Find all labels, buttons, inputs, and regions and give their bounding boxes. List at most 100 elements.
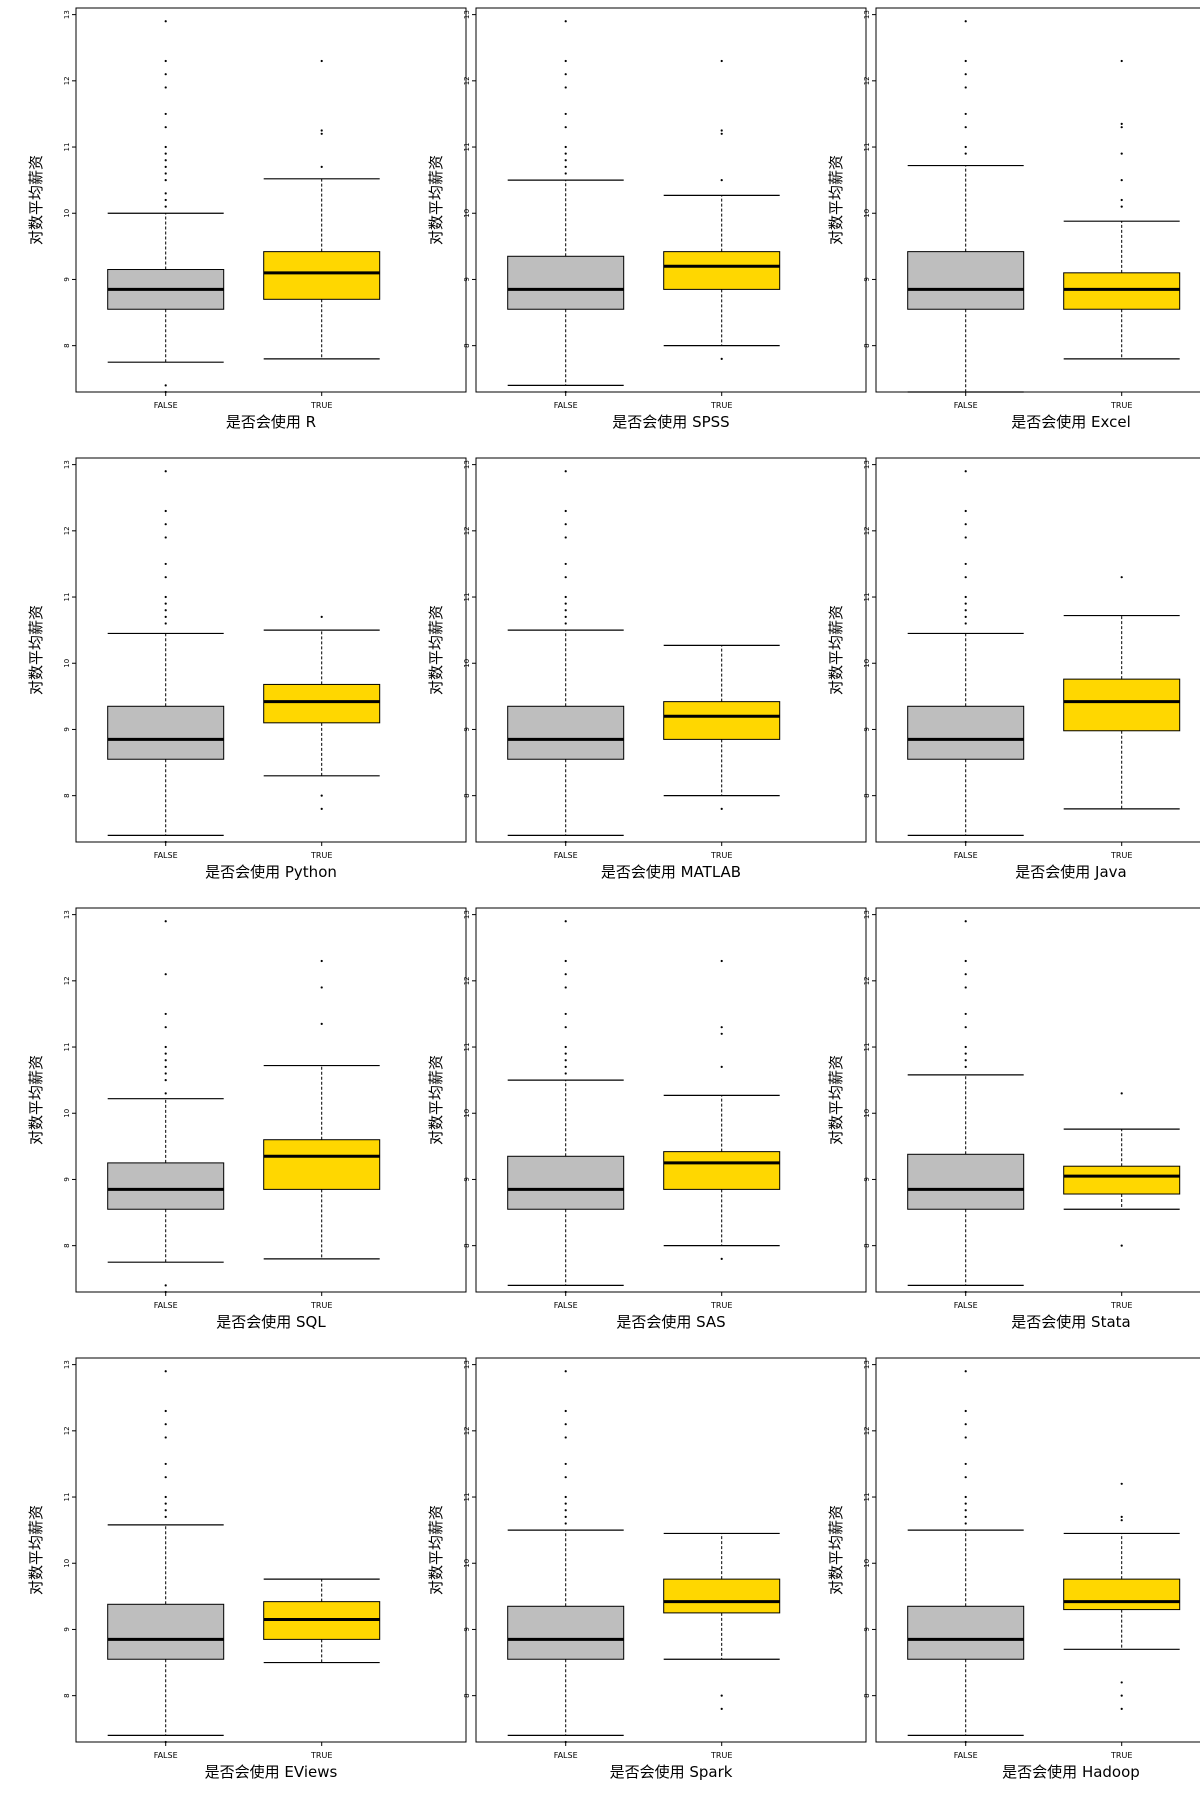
- boxplot-panel-1: 8 9 10 11 12 13 对数平均薪资 FALSE TRUE 是否会使用 R: [27, 7, 467, 431]
- x-axis-label: 是否会使用 MATLAB: [601, 863, 741, 881]
- plot-frame: [875, 457, 1200, 843]
- y-tick-label: 11: [463, 1043, 471, 1052]
- y-tick-label: 9: [463, 1627, 471, 1631]
- y-axis-label: 对数平均薪资: [427, 1505, 445, 1595]
- iqr-box: [507, 1155, 625, 1210]
- outlier-point: [164, 1045, 167, 1049]
- plot-frame: [875, 1357, 1200, 1743]
- outlier-point: [1120, 576, 1123, 579]
- outlier-point: [1120, 1244, 1123, 1247]
- iqr-box: [263, 683, 381, 724]
- y-tick-label: 10: [863, 1109, 871, 1118]
- outlier-point: [564, 1423, 567, 1426]
- outlier-point: [164, 1052, 167, 1055]
- y-tick-label: 12: [463, 526, 471, 535]
- outlier-point: [964, 986, 967, 989]
- outlier-point: [720, 1694, 723, 1697]
- y-axis-label: 对数平均薪资: [27, 1505, 45, 1595]
- outlier-point: [564, 1072, 567, 1075]
- outlier-point: [164, 145, 167, 149]
- boxplot-panel-2: 8 9 10 11 12 13 对数平均薪资 FALSE TRUE 是否会使用 SPSS: [427, 7, 867, 431]
- x-axis-label: 是否会使用 Java: [1015, 863, 1126, 881]
- y-tick-label: 10: [863, 209, 871, 218]
- outlier-point: [964, 1052, 967, 1055]
- outlier-point: [1120, 1482, 1123, 1485]
- outlier-point: [564, 1436, 567, 1439]
- iqr-box: [507, 705, 625, 760]
- outlier-point: [964, 959, 967, 963]
- outlier-point: [720, 59, 723, 63]
- outlier-point: [964, 576, 967, 579]
- outlier-point: [164, 602, 167, 605]
- outlier-point: [320, 807, 323, 810]
- outlier-point: [164, 1409, 167, 1413]
- outlier-point: [164, 172, 167, 175]
- outlier-point: [164, 1436, 167, 1439]
- outlier-point: [964, 1522, 967, 1525]
- plot-frame: [875, 7, 1200, 393]
- outlier-point: [564, 1045, 567, 1049]
- outlier-point: [720, 1257, 723, 1260]
- outlier-point: [320, 794, 323, 797]
- outlier-point: [964, 470, 967, 473]
- outlier-point: [964, 595, 967, 599]
- box-false: [907, 470, 1025, 844]
- outlier-point: [964, 1026, 967, 1029]
- box-true: [1063, 1482, 1181, 1710]
- box-true: [663, 59, 781, 360]
- x-tick-label: TRUE: [310, 1301, 332, 1310]
- iqr-box: [663, 701, 781, 740]
- iqr-box: [907, 1153, 1025, 1210]
- outlier-point: [720, 1026, 723, 1029]
- outlier-point: [1120, 126, 1123, 129]
- outlier-point: [564, 986, 567, 989]
- y-tick-label: 9: [463, 1177, 471, 1181]
- outlier-point: [564, 536, 567, 539]
- outlier-point: [320, 1022, 323, 1025]
- outlier-point: [964, 523, 967, 526]
- outlier-point: [1120, 179, 1123, 182]
- y-axis-label: 对数平均薪资: [27, 1055, 45, 1145]
- outlier-point: [164, 609, 167, 612]
- outlier-point: [964, 1462, 967, 1466]
- iqr-box: [907, 1605, 1025, 1660]
- box-true: [1063, 59, 1181, 360]
- y-tick-label: 10: [463, 1559, 471, 1568]
- outlier-point: [164, 59, 167, 63]
- box-false: [907, 920, 1025, 1294]
- y-tick-label: 11: [863, 1043, 871, 1052]
- outlier-point: [1120, 152, 1123, 155]
- iqr-box: [1063, 1578, 1181, 1611]
- outlier-point: [964, 1059, 967, 1062]
- outlier-point: [564, 112, 567, 116]
- outlier-point: [964, 973, 967, 976]
- y-tick-label: 9: [863, 727, 871, 731]
- y-tick-label: 8: [63, 1693, 71, 1697]
- outlier-point: [964, 920, 967, 923]
- y-tick-label: 11: [863, 593, 871, 602]
- iqr-box: [507, 1605, 625, 1660]
- y-tick-label: 11: [463, 593, 471, 602]
- outlier-point: [964, 1409, 967, 1413]
- outlier-point: [164, 126, 167, 129]
- outlier-point: [564, 73, 567, 76]
- outlier-point: [564, 172, 567, 175]
- outlier-point: [564, 1026, 567, 1029]
- y-tick-label: 13: [63, 460, 71, 469]
- y-tick-label: 13: [463, 460, 471, 469]
- x-axis-label: 是否会使用 SQL: [216, 1313, 326, 1331]
- outlier-point: [564, 562, 567, 566]
- y-tick-label: 9: [463, 277, 471, 281]
- y-axis-label: 对数平均薪资: [827, 155, 845, 245]
- y-tick-label: 8: [63, 1243, 71, 1247]
- y-axis-label: 对数平均薪资: [27, 605, 45, 695]
- outlier-point: [720, 1707, 723, 1710]
- x-axis-label: 是否会使用 EViews: [205, 1763, 338, 1781]
- y-tick-label: 11: [463, 1493, 471, 1502]
- boxplot-panel-12: 8 9 10 11 12 13 对数平均薪资 FALSE TRUE 是否会使用 Hadoop: [827, 1357, 1200, 1781]
- outlier-point: [164, 1284, 167, 1287]
- outlier-point: [964, 145, 967, 149]
- y-tick-label: 13: [863, 1360, 871, 1369]
- outlier-point: [320, 59, 323, 63]
